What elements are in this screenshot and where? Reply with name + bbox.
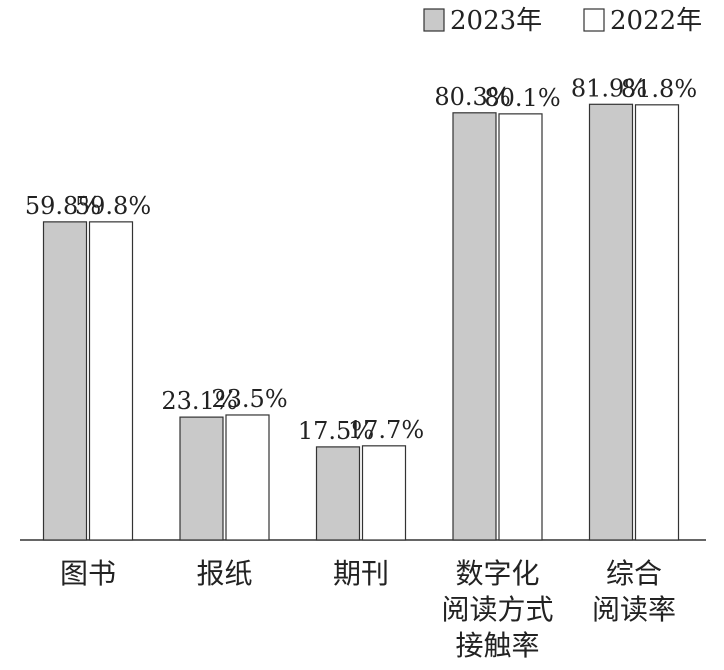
bar <box>42 221 88 541</box>
x-tick-label: 报纸 <box>196 557 252 590</box>
value-label: 17.5% <box>298 417 374 445</box>
bar <box>179 416 224 541</box>
bar <box>361 445 407 541</box>
x-tick-label: 图书 <box>60 557 116 590</box>
legend-label: 2022年 <box>610 6 702 36</box>
bar <box>588 103 634 541</box>
legend-swatch <box>583 8 605 32</box>
x-tick-label: 综合阅读率 <box>592 557 676 626</box>
bar <box>452 112 497 541</box>
legend-label: 2023年 <box>450 6 542 36</box>
bar <box>225 414 270 541</box>
value-label: 80.3% <box>434 83 510 111</box>
legend-swatch <box>423 8 445 32</box>
value-label: 80.1% <box>484 84 560 112</box>
value-label: 81.8% <box>621 75 697 103</box>
value-label: 23.5% <box>211 385 287 413</box>
value-label: 81.9% <box>571 74 647 102</box>
value-label: 17.7% <box>348 416 424 444</box>
bar <box>498 113 543 541</box>
value-label: 23.1% <box>161 387 237 415</box>
x-tick-label: 期刊 <box>333 557 389 590</box>
value-label: 59.8% <box>25 192 101 220</box>
x-tick-label: 数字化阅读方式接触率 <box>441 557 553 662</box>
value-label: 59.8% <box>75 192 151 220</box>
bar <box>88 221 134 541</box>
bar <box>315 446 361 541</box>
bar <box>634 104 680 541</box>
